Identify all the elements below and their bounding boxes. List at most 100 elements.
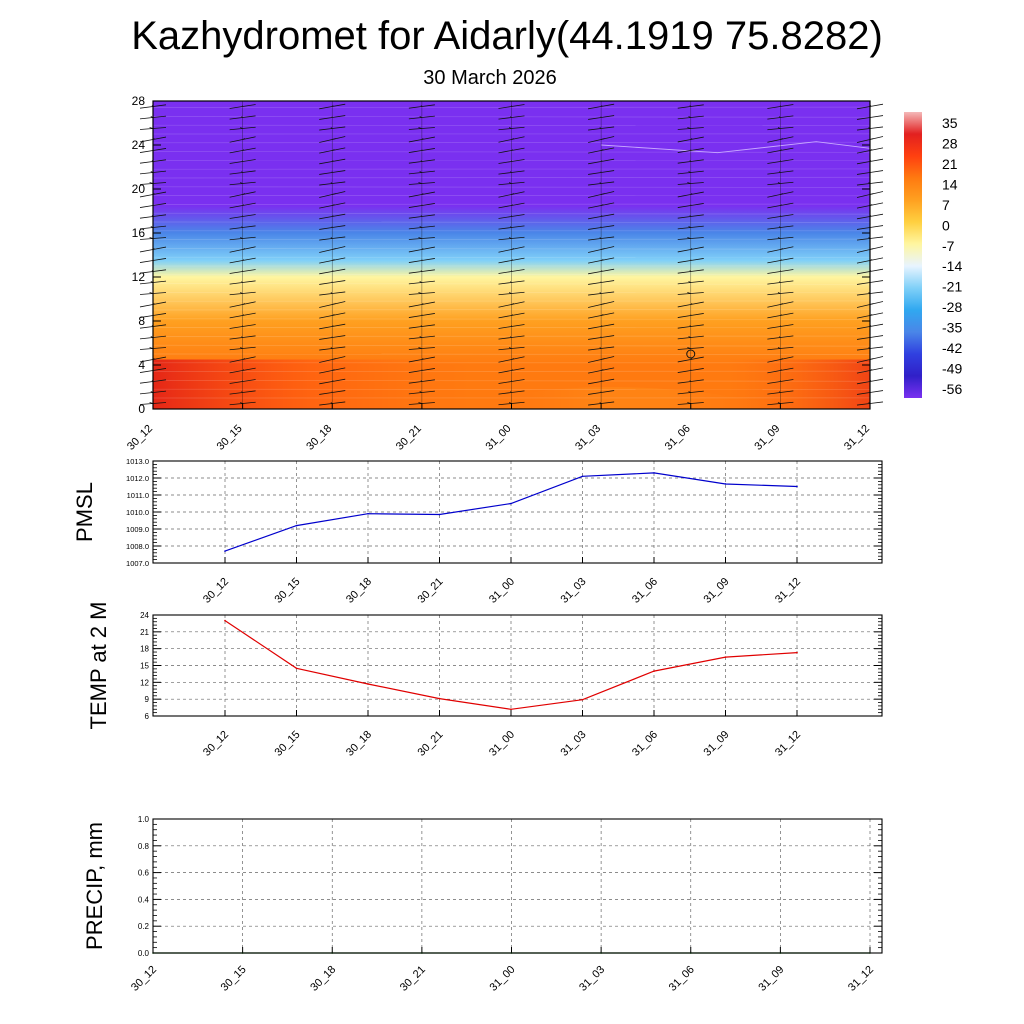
wind-barb-flag <box>511 159 525 162</box>
x-tick-label: 30_15 <box>219 964 249 994</box>
x-tick-label: 30_18 <box>344 576 374 606</box>
y-tick-label: 28 <box>132 94 146 108</box>
wind-barb-flag <box>869 401 884 404</box>
wind-barb-flag <box>139 315 154 318</box>
wind-barb-flag <box>690 182 704 184</box>
wind-barb-flag <box>677 139 691 143</box>
x-tick-label: 30_15 <box>273 729 303 759</box>
wind-barb-flag <box>139 139 154 143</box>
wind-barb-flag <box>229 392 243 395</box>
x-tick-label: 30_18 <box>308 964 338 994</box>
wind-barb-flag <box>780 291 794 294</box>
wind-barb-flag <box>229 227 243 230</box>
wind-barb-flag <box>242 335 256 338</box>
data-point <box>224 619 226 622</box>
wind-barb-flag <box>767 260 781 264</box>
wind-barb-flag <box>332 170 346 173</box>
x-tick-label: 30_15 <box>273 576 303 606</box>
wind-barb-flag <box>229 183 243 186</box>
wind-barb-flag <box>780 324 794 327</box>
wind-barb-flag <box>408 348 422 350</box>
wind-barb-flag <box>229 304 243 308</box>
wind-barb-flag <box>319 304 333 308</box>
wind-barb-flag <box>152 280 167 283</box>
wind-barb-flag <box>588 172 602 175</box>
wind-barb-flag <box>869 335 884 338</box>
wind-barb-flag <box>421 313 435 316</box>
wind-barb-flag <box>677 370 691 373</box>
colorbar-label: 0 <box>942 217 950 233</box>
wind-barb-flag <box>408 381 422 384</box>
wind-barb-flag <box>869 312 884 316</box>
wind-barb-flag <box>139 194 154 198</box>
wind-barb-flag <box>601 280 615 283</box>
wind-barb-flag <box>511 136 525 140</box>
wind-barb-flag <box>498 293 512 296</box>
x-tick-label: 31_12 <box>773 729 803 759</box>
data-point <box>796 485 798 488</box>
temperature-profile-panel: 0 4 8 12 16 20 24 28 30_12 30_15 30_18 30_21 31_00 31… <box>125 94 884 453</box>
wind-barb-flag <box>139 205 154 208</box>
colorbar-label: 21 <box>942 156 958 172</box>
wind-barb-flag <box>767 128 781 131</box>
wind-barb-flag <box>421 347 435 349</box>
wind-barb-flag <box>677 106 691 109</box>
wind-barb-flag <box>152 237 167 239</box>
wind-barb-flag <box>152 347 167 349</box>
y-tick-label: 16 <box>132 226 146 240</box>
wind-barb-flag <box>139 128 154 130</box>
wind-barb-flag <box>767 315 781 319</box>
wind-barb-flag <box>677 304 691 308</box>
y-axis-label: TEMP at 2 M <box>86 602 111 730</box>
wind-barb-flag <box>588 128 602 131</box>
wind-barb-flag <box>319 293 333 296</box>
wind-barb-flag <box>242 280 256 283</box>
wind-barb-flag <box>511 257 525 261</box>
wind-barb-flag <box>408 128 422 130</box>
wind-barb-flag <box>511 346 525 349</box>
wind-barb-flag <box>767 183 781 186</box>
wind-barb-flag <box>856 282 871 285</box>
wind-barb-flag <box>332 356 346 360</box>
wind-barb-flag <box>780 312 794 316</box>
wind-barb-flag <box>229 326 243 329</box>
wind-barb-flag <box>229 139 243 143</box>
x-tick-label: 31_03 <box>577 964 607 994</box>
wind-barb-flag <box>767 249 781 253</box>
wind-barb-flag <box>780 191 794 195</box>
wind-barb-flag <box>421 390 435 393</box>
wind-barb-flag <box>319 172 333 175</box>
wind-barb-flag <box>856 337 871 340</box>
wind-barb-flag <box>332 147 346 151</box>
wind-barb-flag <box>780 269 794 272</box>
wind-barb-flag <box>319 348 333 351</box>
wind-barb-flag <box>408 337 422 340</box>
wind-barb-flag <box>332 268 346 272</box>
wind-barb-flag <box>139 271 154 274</box>
chart-title: Kazhydromet for Aidarly(44.1919 75.8282) <box>131 14 883 58</box>
x-tick-label: 31_03 <box>573 423 603 453</box>
wind-barb-flag <box>690 390 704 393</box>
data-point <box>724 483 727 485</box>
wind-barb-flag <box>690 170 704 173</box>
wind-barb-flag <box>319 227 333 230</box>
y-tick-label: 1012.0 <box>126 474 149 483</box>
wind-barb-flag <box>856 326 871 330</box>
wind-barb-flag <box>511 225 525 228</box>
wind-barb-flag <box>690 191 704 195</box>
x-tick-label: 31_00 <box>484 423 514 453</box>
y-tick-label: 1010.0 <box>126 508 149 517</box>
wind-barb-flag <box>242 126 256 129</box>
wind-barb-flag <box>780 181 794 184</box>
wind-barb-flag <box>856 359 871 363</box>
wind-barb-flag <box>511 170 525 173</box>
data-point <box>581 698 584 701</box>
wind-barb-flag <box>511 202 525 206</box>
wind-barb-flag <box>601 257 615 261</box>
wind-barb-flag <box>601 335 615 338</box>
wind-barb-flag <box>869 291 884 294</box>
x-tick-label: 31_00 <box>488 964 518 994</box>
wind-barb-flag <box>152 115 167 118</box>
colorbar-label: -56 <box>942 381 962 397</box>
